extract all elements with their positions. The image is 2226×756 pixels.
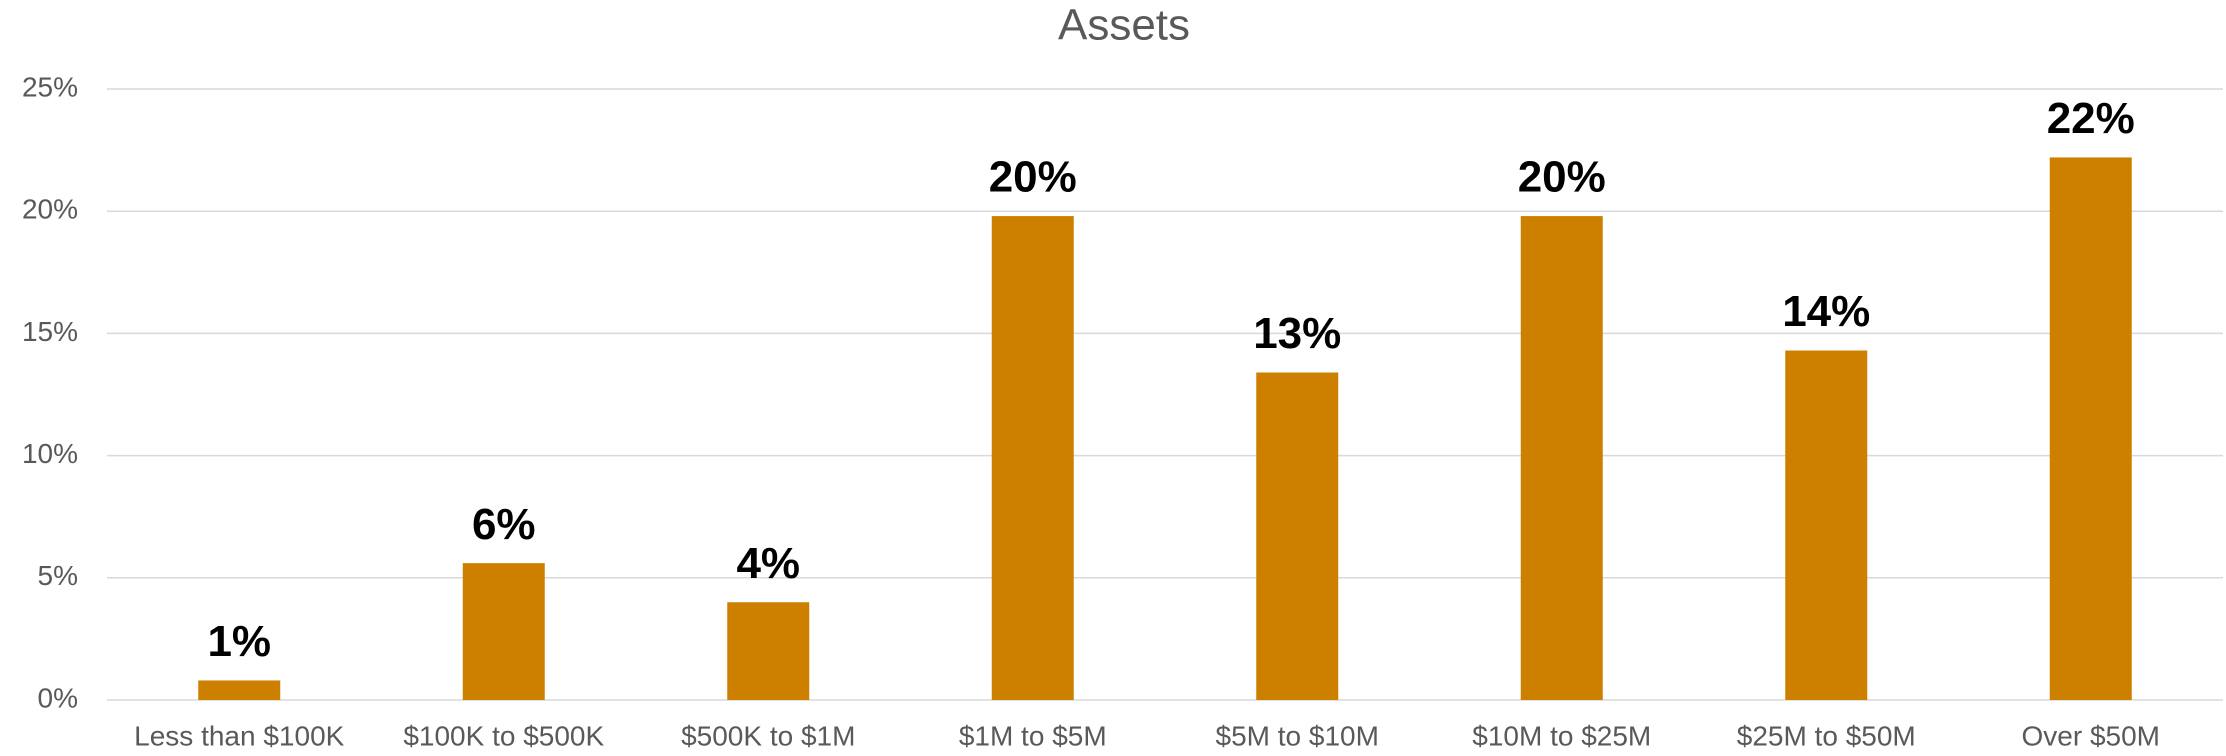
chart-title: Assets [1058, 1, 1190, 50]
bar [198, 680, 281, 700]
x-tick-label: $500K to $1M [681, 720, 855, 751]
y-tick-label: 15% [22, 316, 78, 347]
x-tick-label: $10M to $25M [1472, 720, 1651, 751]
y-tick-label: 25% [22, 71, 78, 102]
bar [462, 563, 545, 700]
y-tick-label: 5% [38, 560, 78, 591]
x-tick-label: $100K to $500K [403, 720, 604, 751]
data-label: 20% [989, 153, 1077, 202]
x-tick-label: Over $50M [2022, 720, 2161, 751]
bar [991, 216, 1074, 700]
y-tick-label: 10% [22, 438, 78, 469]
bar [2049, 157, 2132, 700]
y-tick-label: 0% [38, 682, 78, 713]
x-tick-label: $1M to $5M [959, 720, 1107, 751]
x-tick-label: $5M to $10M [1216, 720, 1379, 751]
data-label: 14% [1782, 287, 1870, 336]
data-label: 1% [207, 617, 271, 666]
data-label: 13% [1253, 309, 1341, 358]
bar [1520, 216, 1603, 700]
data-label: 6% [472, 500, 536, 549]
bar [727, 602, 810, 700]
x-tick-label: Less than $100K [134, 720, 344, 751]
bar [1256, 372, 1339, 700]
data-label: 22% [2047, 94, 2135, 143]
y-tick-label: 20% [22, 194, 78, 225]
data-label: 20% [1518, 153, 1606, 202]
x-tick-label: $25M to $50M [1737, 720, 1916, 751]
data-label: 4% [736, 539, 800, 588]
bar [1785, 350, 1868, 700]
